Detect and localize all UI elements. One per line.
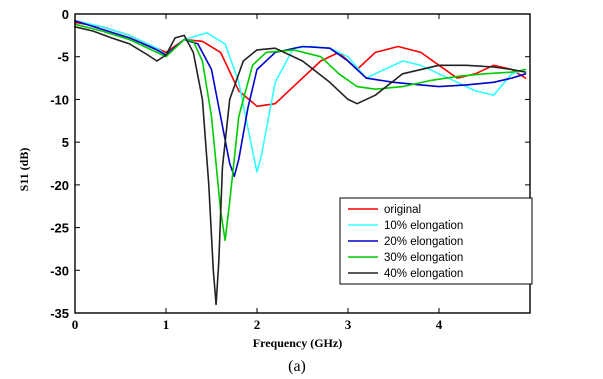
figure-caption: (a) bbox=[288, 358, 306, 375]
x-tick-label: 2 bbox=[254, 317, 261, 332]
y-tick-label: -10 bbox=[50, 92, 69, 107]
y-tick-label: -30 bbox=[50, 263, 69, 278]
y-tick-label: -25 bbox=[50, 221, 69, 236]
series-line-1 bbox=[74, 21, 527, 108]
series-line-3 bbox=[74, 19, 527, 178]
legend-label-1: original bbox=[384, 204, 421, 216]
y-tick-label: 5 bbox=[62, 135, 69, 150]
legend-label-5: 40% elongation bbox=[384, 268, 463, 280]
plot-frame bbox=[74, 13, 531, 314]
x-tick-label: 1 bbox=[163, 317, 170, 332]
y-tick-label: 0 bbox=[62, 7, 69, 22]
series-line-4 bbox=[74, 23, 527, 242]
legend: original 10% elongation 20% elongation 30% … bbox=[339, 197, 533, 285]
y-axis-label: S11 (dB) bbox=[17, 148, 31, 192]
legend-label-4: 30% elongation bbox=[384, 252, 463, 264]
legend-label-3: 20% elongation bbox=[384, 236, 463, 248]
x-tick-label: 3 bbox=[345, 317, 352, 332]
y-tick-label: -5 bbox=[57, 50, 69, 65]
x-axis-label: Frequency (GHz) bbox=[253, 336, 342, 350]
series-lines bbox=[74, 19, 527, 306]
legend-label-2: 10% elongation bbox=[384, 220, 463, 232]
axis-ticks: 0-5-105-20-25-30-350 1 2 3 4 bbox=[50, 7, 530, 332]
y-tick-label: -35 bbox=[50, 306, 69, 321]
y-tick-label: -20 bbox=[50, 178, 69, 193]
x-tick-label: 0 bbox=[72, 317, 79, 332]
x-tick-label: 4 bbox=[436, 317, 443, 332]
series-line-5 bbox=[74, 25, 527, 306]
